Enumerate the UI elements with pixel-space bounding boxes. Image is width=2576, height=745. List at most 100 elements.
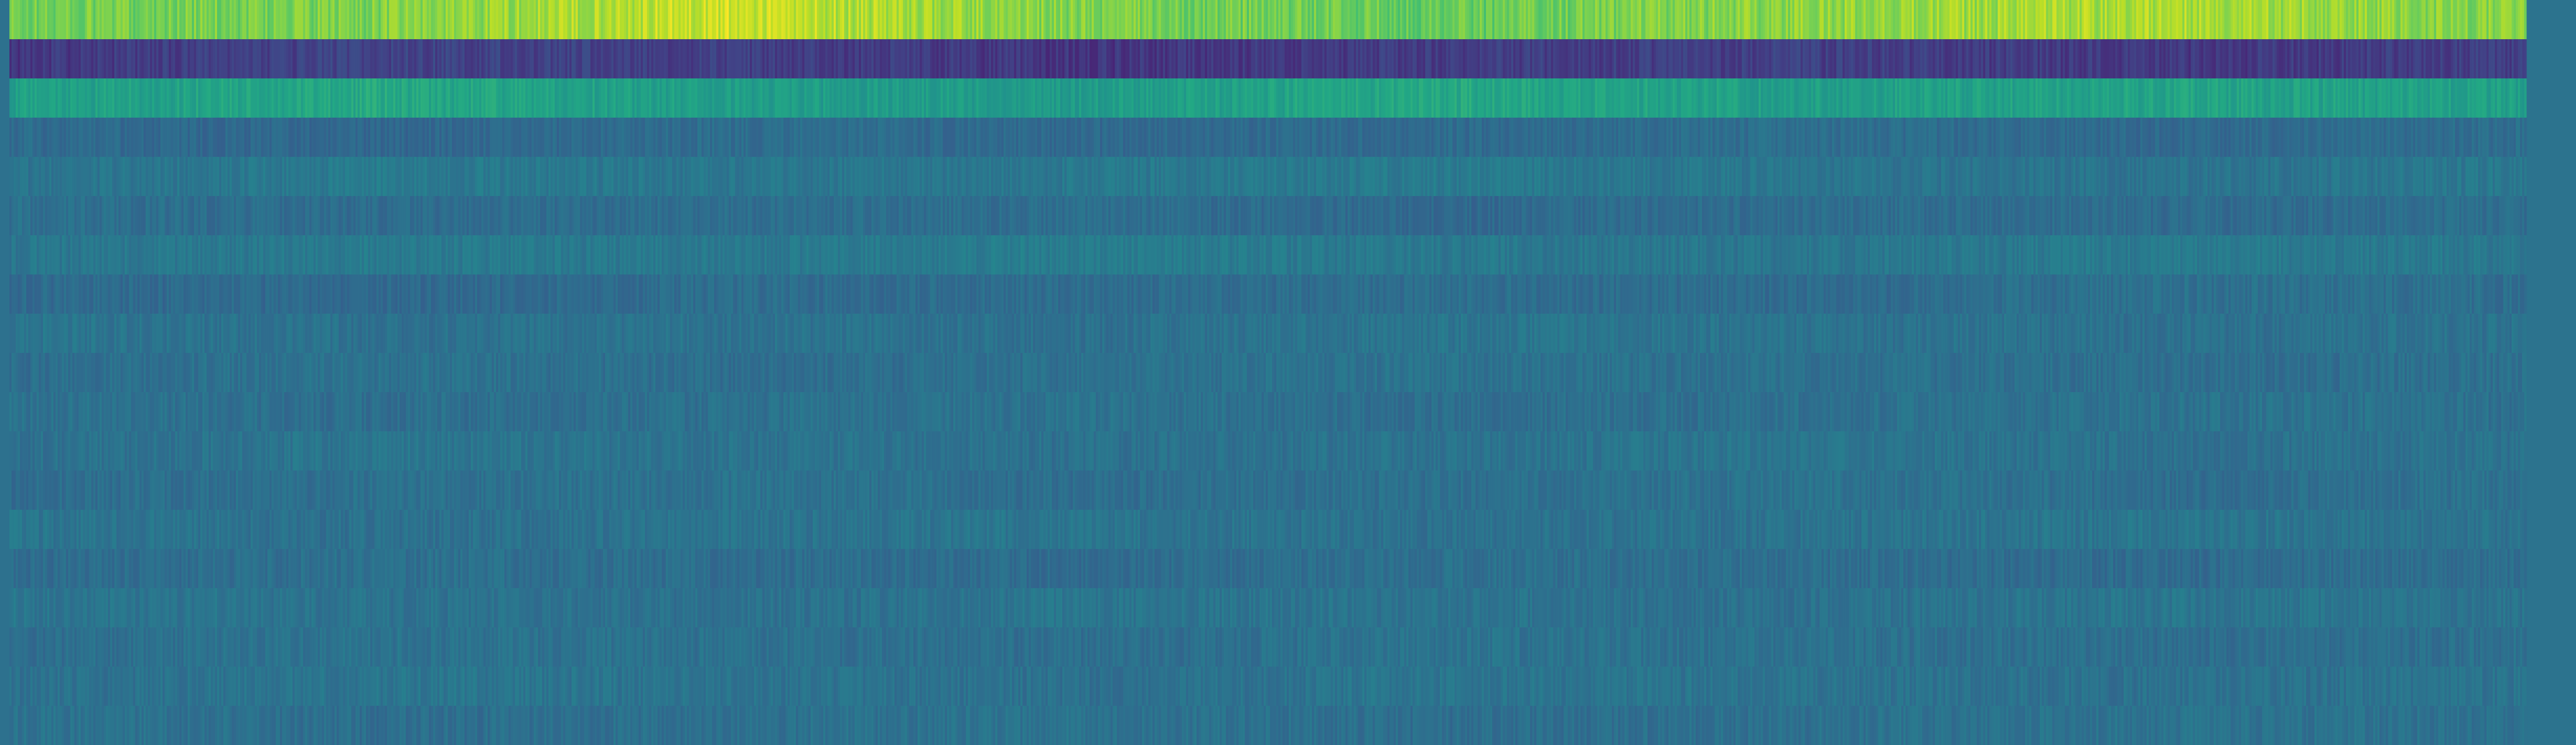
heatmap-cell [2323,39,2325,79]
heatmap-cell [379,78,381,118]
heatmap-cell [1807,0,1810,40]
heatmap-cell [2510,118,2512,157]
heatmap-cell [821,78,824,118]
heatmap-cell [1324,78,1327,118]
heatmap-cell [2319,39,2321,79]
heatmap-cell [2157,118,2160,157]
heatmap-cell [588,118,591,157]
heatmap-cell [597,39,599,79]
heatmap-cell [832,78,834,118]
heatmap-cell [1901,0,1904,40]
heatmap-cell [510,118,513,157]
heatmap-cell [379,39,381,79]
heatmap-cell [1482,0,1484,40]
heatmap-cell [414,0,417,40]
heatmap-cell [276,78,278,118]
heatmap-cell [288,0,291,40]
heatmap-cell [402,157,404,197]
heatmap-cell [1004,118,1006,157]
heatmap-cell [1358,0,1360,40]
heatmap-cell [2402,118,2405,157]
heatmap-cell [2363,0,2365,40]
heatmap-cell [1425,39,1428,79]
heatmap-cell [2006,78,2009,118]
heatmap-cell [1646,39,1648,79]
heatmap-cell [423,39,425,79]
heatmap-cell [1438,78,1440,118]
heatmap-cell [580,0,583,40]
heatmap-cell [307,118,310,157]
heatmap-cell [1360,0,1363,40]
heatmap-cell [81,118,83,157]
heatmap-cell [741,0,744,40]
heatmap-cell [1085,0,1088,40]
heatmap-cell [156,118,159,157]
heatmap-cell [234,39,236,79]
heatmap-cell [1098,78,1100,118]
heatmap-cell [2436,118,2439,157]
heatmap-cell [2153,118,2155,157]
heatmap-cell [1347,0,1350,40]
heatmap-cell [2275,78,2277,118]
heatmap-cell [1742,78,1744,118]
heatmap-cell [393,78,396,118]
heatmap-cell [899,39,901,79]
heatmap-cell [1606,78,1608,118]
heatmap-cell [93,0,96,40]
heatmap-cell [2011,78,2013,118]
heatmap-cell [1637,118,1640,157]
heatmap-cell [1503,0,1505,40]
heatmap-cell [599,118,602,157]
heatmap-cell [599,39,602,79]
heatmap-cell [660,0,662,40]
heatmap-cell [1933,0,1935,40]
heatmap-cell [1761,39,1763,79]
heatmap-cell [1920,0,1923,40]
heatmap-cell [200,39,203,79]
heatmap-cell [1079,0,1082,40]
heatmap-cell [1484,78,1486,118]
heatmap-cell [2006,39,2009,79]
heatmap-cell [1677,0,1679,40]
heatmap-cell [28,118,31,157]
heatmap-cell [1916,0,1919,40]
heatmap-cell [1115,39,1117,79]
heatmap-cell [2147,78,2149,118]
heatmap-cell [469,78,471,118]
heatmap-cell [2050,78,2053,118]
heatmap-cell [570,39,572,79]
heatmap-cell [1442,78,1445,118]
heatmap-cell [1170,78,1172,118]
heatmap-cell [2233,0,2235,40]
heatmap-cell [18,0,20,40]
heatmap-cell [1970,118,1973,157]
heatmap-cell [544,0,547,40]
heatmap-cell [611,118,614,157]
heatmap-cell [977,78,979,118]
heatmap-cell [1012,78,1015,118]
heatmap-cell [1484,118,1486,157]
heatmap-cell [2088,39,2091,79]
heatmap-cell [2161,78,2164,118]
heatmap-cell [1222,0,1224,40]
heatmap-cell [746,118,748,157]
heatmap-cell [1784,118,1786,157]
heatmap-cell [39,118,41,157]
heatmap-cell [2098,39,2101,79]
heatmap-cell [1727,78,1730,118]
heatmap-cell [630,118,633,157]
heatmap-cell [1788,118,1790,157]
heatmap-cell [527,39,530,79]
heatmap-cell [1765,78,1767,118]
heatmap-cell [1664,0,1667,40]
heatmap-cell [1048,118,1050,157]
heatmap-cell [958,0,960,40]
heatmap-cell [391,118,394,157]
heatmap-cell [1830,78,1833,118]
heatmap-cell [672,118,675,157]
heatmap-cell [1538,118,1541,157]
heatmap-cell [2314,0,2317,40]
heatmap-cell [1534,118,1537,157]
heatmap-cell [1729,118,1732,157]
heatmap-cell [138,118,140,157]
